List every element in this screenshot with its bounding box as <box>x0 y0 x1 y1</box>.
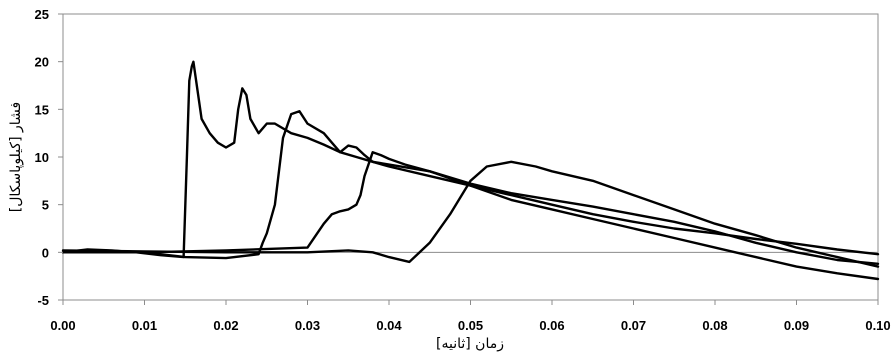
x-tick-label: 0.10 <box>865 318 890 333</box>
series-line-1 <box>61 60 880 259</box>
x-tick-label: 0.06 <box>539 318 564 333</box>
x-tick-label: 0.05 <box>458 318 483 333</box>
x-tick-label: 0.01 <box>132 318 157 333</box>
x-tick-label: 0.04 <box>376 318 402 333</box>
series-lines <box>61 60 880 281</box>
y-tick-label: 25 <box>35 7 49 22</box>
y-tick-label: 20 <box>35 55 49 70</box>
x-axis-ticks: 0.00 0.01 0.02 0.03 0.04 0.05 0.06 0.07 0.08 0.09… <box>50 300 891 333</box>
y-tick-label: 5 <box>42 198 49 213</box>
series-line-3 <box>61 150 880 281</box>
x-tick-label: 0.02 <box>213 318 238 333</box>
y-axis-ticks: -5 0 5 10 15 20 25 <box>35 7 63 308</box>
x-tick-label: 0.09 <box>784 318 809 333</box>
x-tick-label: 0.03 <box>295 318 320 333</box>
y-tick-label: -5 <box>37 293 49 308</box>
y-axis-title: فشار [کیلوپاسکال] <box>8 102 24 212</box>
x-tick-label: 0.00 <box>50 318 75 333</box>
x-tick-label: 0.07 <box>621 318 646 333</box>
y-tick-label: 15 <box>35 102 49 117</box>
y-tick-label: 10 <box>35 150 49 165</box>
y-tick-label: 0 <box>42 245 49 260</box>
x-tick-label: 0.08 <box>702 318 727 333</box>
x-axis-title: زمان [ثانیه] <box>436 336 504 352</box>
series-line-4 <box>61 160 880 268</box>
